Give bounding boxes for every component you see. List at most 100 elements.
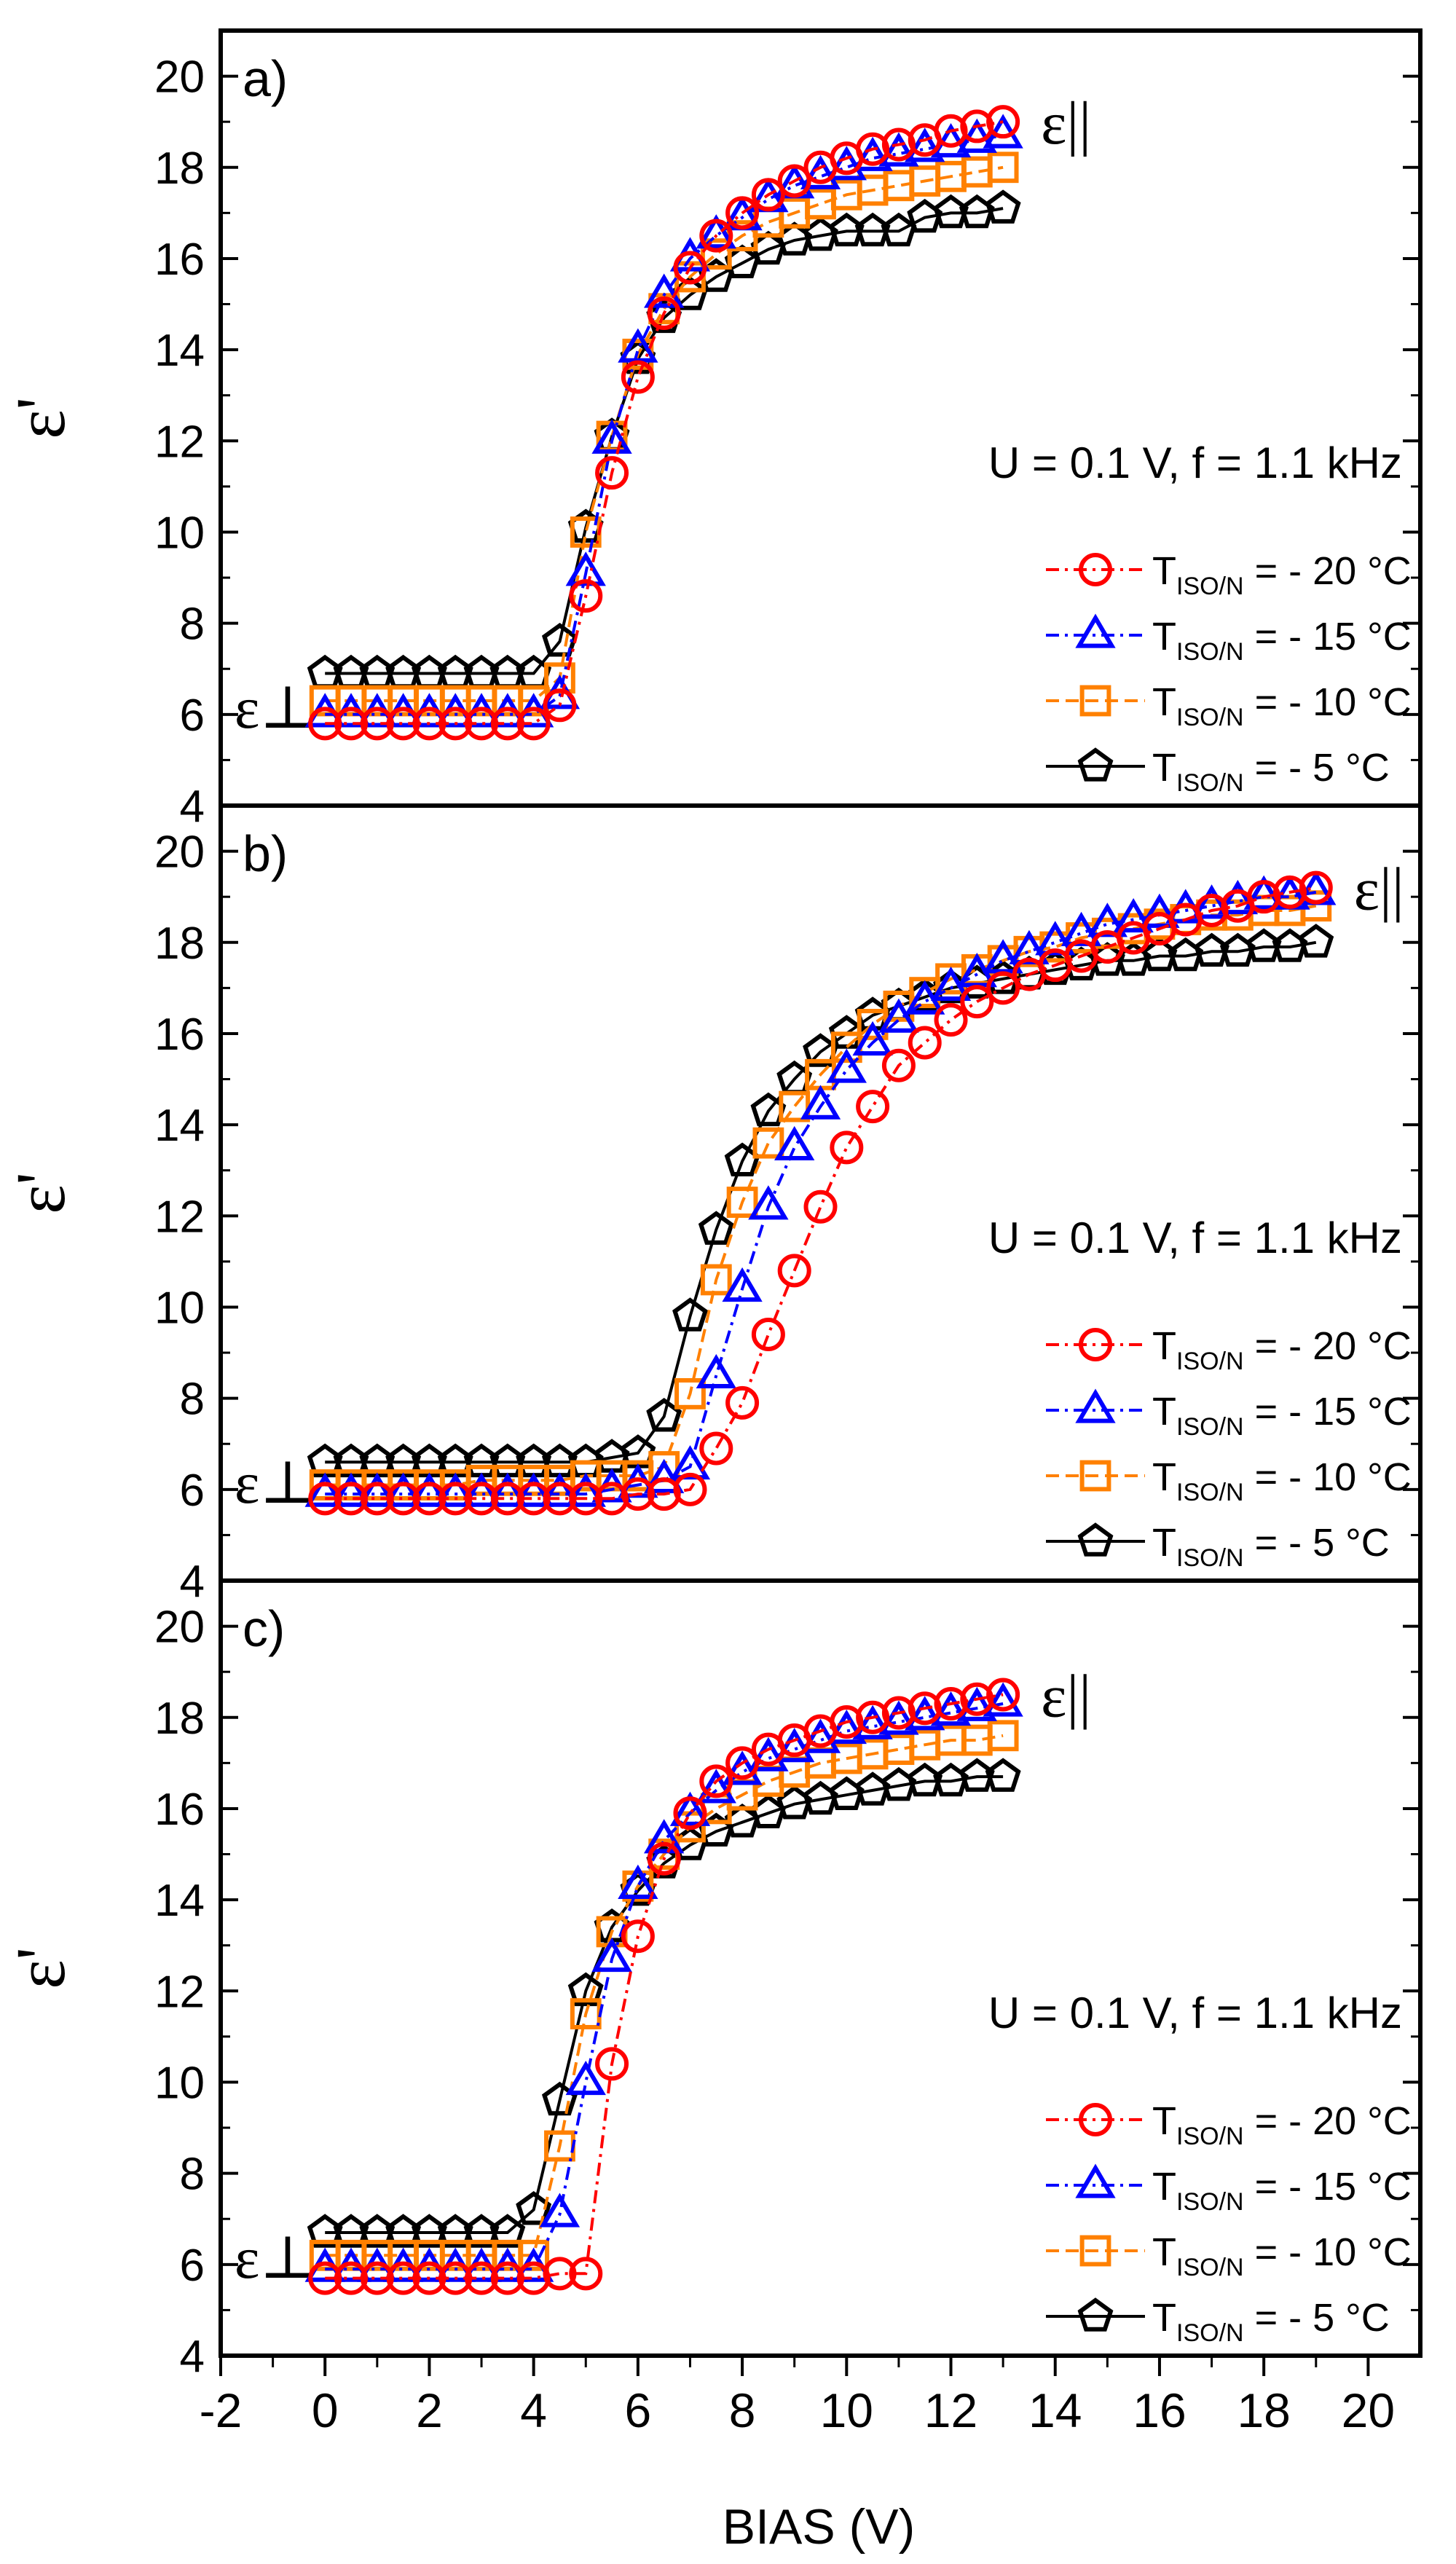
data-point bbox=[490, 1482, 524, 1516]
conditions-text: U = 0.1 V, f = 1.1 kHz bbox=[988, 439, 1402, 487]
data-point bbox=[774, 1125, 815, 1161]
legend-marker bbox=[1077, 1522, 1114, 1557]
legend-entry: TISO/N = - 10 °C bbox=[1046, 2230, 1412, 2281]
data-point bbox=[725, 1385, 760, 1420]
legend-marker bbox=[1079, 1460, 1111, 1492]
x-tick-label: 12 bbox=[924, 2383, 977, 2437]
data-point bbox=[518, 2239, 550, 2271]
series-pentagon bbox=[307, 1758, 1021, 2248]
data-point bbox=[543, 1482, 577, 1516]
data-point bbox=[438, 2261, 473, 2295]
data-point bbox=[881, 127, 916, 162]
data-point bbox=[308, 707, 342, 741]
data-point bbox=[803, 1189, 838, 1224]
data-point bbox=[881, 1696, 916, 1730]
eps-par-label: ε|| bbox=[1354, 856, 1404, 924]
y-tick-label: 18 bbox=[154, 919, 205, 969]
y-tick-label: 4 bbox=[180, 1557, 205, 1607]
legend-marker bbox=[1079, 2235, 1111, 2267]
data-point bbox=[543, 688, 577, 723]
panel-c: 4 6 8 10 12 14 16 18 20 ε' c) ε⊥ ε|| U = 0.1 V, f = 1… bbox=[1, 1578, 1422, 2382]
data-point bbox=[1087, 902, 1128, 937]
data-point bbox=[1243, 875, 1284, 910]
series-line bbox=[325, 1734, 1004, 2257]
data-point bbox=[669, 1444, 711, 1480]
data-point bbox=[905, 127, 945, 162]
data-point bbox=[409, 1472, 450, 1507]
legend-entry: TISO/N = - 20 °C bbox=[1046, 1324, 1412, 1375]
data-point bbox=[465, 707, 499, 741]
legend-entry: TISO/N = - 20 °C bbox=[1046, 549, 1412, 600]
data-point bbox=[1191, 884, 1232, 919]
data-point bbox=[986, 105, 1020, 139]
y-axis-label: ε' bbox=[1, 397, 79, 439]
series-square bbox=[309, 1720, 1019, 2271]
data-point bbox=[830, 1705, 864, 1739]
legend-text: TISO/N = - 5 °C bbox=[1152, 746, 1390, 797]
data-point bbox=[700, 1264, 732, 1296]
legend-marker bbox=[1079, 685, 1111, 717]
data-point bbox=[725, 196, 760, 230]
data-point bbox=[726, 1187, 758, 1218]
series-line bbox=[325, 134, 1004, 716]
legend-marker bbox=[1075, 613, 1116, 648]
y-tick-label: 10 bbox=[154, 1283, 205, 1333]
legend-text: TISO/N = - 20 °C bbox=[1152, 2099, 1412, 2150]
legend-text: TISO/N = - 15 °C bbox=[1152, 615, 1412, 666]
legend-marker bbox=[1079, 2103, 1112, 2136]
y-tick-label: 20 bbox=[154, 1602, 205, 1653]
y-tick-label: 12 bbox=[154, 417, 205, 467]
data-point bbox=[883, 170, 915, 202]
data-point bbox=[304, 1472, 345, 1507]
x-tick-label: 18 bbox=[1237, 2383, 1290, 2437]
data-point bbox=[1195, 893, 1229, 927]
data-point bbox=[800, 154, 841, 189]
x-tick-label: 16 bbox=[1133, 2383, 1186, 2437]
series-pentagon bbox=[307, 924, 1334, 1478]
data-point bbox=[565, 1472, 606, 1507]
legend-entry: TISO/N = - 10 °C bbox=[1046, 680, 1412, 731]
data-point bbox=[986, 971, 1020, 1005]
y-tick-label: 6 bbox=[180, 691, 205, 741]
data-point bbox=[878, 998, 919, 1033]
data-point bbox=[856, 132, 890, 166]
data-point bbox=[826, 1710, 867, 1745]
data-point bbox=[908, 1026, 942, 1060]
data-point bbox=[621, 1477, 655, 1511]
data-point bbox=[852, 1704, 893, 1739]
data-point bbox=[386, 1482, 420, 1516]
data-point bbox=[516, 1482, 551, 1516]
data-point bbox=[516, 707, 551, 741]
y-tick-label: 12 bbox=[154, 1192, 205, 1242]
data-point bbox=[826, 146, 867, 181]
data-point bbox=[567, 1972, 604, 2007]
legend-marker bbox=[1075, 1388, 1116, 1423]
data-point bbox=[856, 1090, 890, 1124]
data-point bbox=[805, 1747, 836, 1779]
y-tick-label: 16 bbox=[154, 1010, 205, 1060]
data-point bbox=[700, 238, 732, 270]
series-line bbox=[325, 1775, 1004, 2234]
data-point bbox=[647, 1477, 681, 1511]
data-point bbox=[722, 1267, 763, 1302]
data-point bbox=[960, 985, 994, 1019]
data-point bbox=[905, 1696, 945, 1731]
y-tick-label: 4 bbox=[180, 782, 205, 832]
data-point bbox=[699, 1764, 733, 1798]
data-point bbox=[386, 707, 420, 741]
y-tick-label: 16 bbox=[154, 235, 205, 285]
data-point bbox=[412, 2261, 446, 2295]
series-line bbox=[325, 207, 1004, 675]
eps-perp-label: ε⊥ bbox=[235, 1450, 316, 1516]
y-tick-label: 18 bbox=[154, 1694, 205, 1744]
data-point bbox=[883, 1734, 915, 1765]
data-point bbox=[1060, 911, 1102, 946]
legend-text: TISO/N = - 15 °C bbox=[1152, 2165, 1412, 2216]
data-point bbox=[985, 189, 1021, 224]
data-point bbox=[1272, 875, 1307, 909]
legend-entry: TISO/N = - 5 °C bbox=[1046, 746, 1390, 797]
data-point bbox=[673, 1796, 707, 1830]
legend-marker bbox=[1077, 747, 1114, 782]
data-point bbox=[699, 1431, 733, 1466]
